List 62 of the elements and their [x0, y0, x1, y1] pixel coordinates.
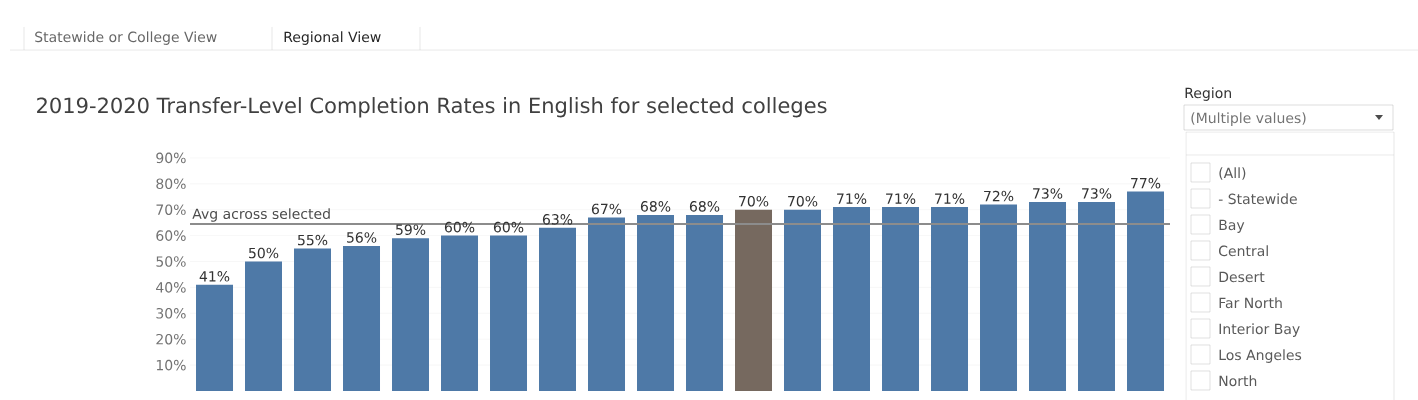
text: Central — [1218, 245, 1268, 257]
bar — [294, 248, 332, 391]
data-label: 68% — [689, 201, 720, 212]
ref-line-label: Avg across selected — [192, 208, 330, 222]
y-tick-label: 10% — [156, 359, 186, 371]
y-tick-label: 70% — [156, 204, 186, 216]
text: Far North — [1219, 297, 1282, 309]
data-label: 63% — [542, 214, 573, 225]
bar — [1029, 201, 1067, 391]
y-tick-label: 90% — [156, 152, 186, 164]
bar — [392, 238, 430, 391]
data-label: 71% — [935, 193, 965, 204]
y-tick-label: 20% — [156, 333, 186, 345]
data-label: 73% — [1082, 188, 1112, 199]
data-label: 72% — [984, 190, 1014, 202]
data-label: 71% — [837, 193, 867, 204]
y-tick-label: 30% — [156, 308, 186, 319]
bar — [490, 235, 528, 391]
text: (Multiple values) — [1191, 112, 1306, 126]
bar — [588, 217, 626, 391]
bar — [441, 235, 479, 391]
bar — [686, 214, 724, 391]
text: Regional View — [284, 31, 381, 45]
data-label: 56% — [347, 232, 377, 243]
data-label: 77% — [1131, 177, 1161, 189]
bar — [343, 245, 381, 391]
data-label: 70% — [788, 195, 818, 207]
text: (All) — [1219, 167, 1246, 180]
bar — [1127, 191, 1165, 391]
data-label: 67% — [591, 203, 622, 215]
data-label: 71% — [886, 193, 916, 204]
data-label: 73% — [1033, 188, 1063, 199]
bar — [539, 227, 577, 391]
y-tick-label: 50% — [156, 256, 186, 267]
bar — [735, 209, 773, 391]
text: Region — [1185, 87, 1231, 101]
y-tick-label: 60% — [156, 230, 186, 241]
y-tick-label: 80% — [156, 178, 186, 190]
bar — [637, 214, 675, 391]
bar — [196, 284, 234, 391]
text: Interior Bay — [1219, 323, 1300, 337]
y-tick-label: 40% — [156, 282, 186, 293]
data-label: 50% — [249, 247, 279, 259]
bar — [245, 261, 283, 391]
data-label: 68% — [640, 201, 671, 212]
text: Bay — [1219, 219, 1245, 233]
bar — [931, 207, 969, 391]
data-label: 59% — [396, 224, 426, 235]
data-label: 55% — [298, 234, 328, 246]
data-label: 70% — [739, 195, 769, 207]
text: Los Angeles — [1219, 349, 1302, 363]
text: Desert — [1219, 271, 1265, 283]
bar — [980, 204, 1018, 391]
bar — [882, 207, 920, 391]
text: Statewide or College View — [35, 31, 217, 45]
text: - Statewide — [1218, 193, 1297, 205]
bar — [784, 209, 822, 391]
bar — [833, 207, 871, 391]
chart-title: 2019-2020 Transfer-Level Completion Rates in English for selected colleges — [37, 97, 827, 118]
data-label: 41% — [199, 271, 230, 282]
bar — [1078, 201, 1116, 391]
text: North — [1219, 375, 1257, 387]
